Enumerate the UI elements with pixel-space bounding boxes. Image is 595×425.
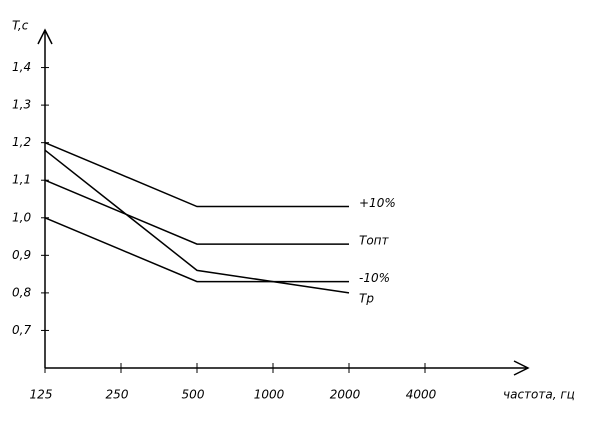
- x-axis-arrow: [513, 360, 530, 376]
- series-line: [44, 217, 349, 283]
- x-tick-label: 4000: [406, 388, 437, 402]
- y-tick-label: 1,1: [12, 173, 31, 187]
- x-tick-label: 1000: [254, 388, 285, 402]
- x-tick-label: 2000: [330, 388, 361, 402]
- y-tick-label: 1,4: [12, 60, 31, 74]
- x-tick-label: 125: [30, 388, 53, 402]
- y-axis-arrow: [37, 28, 53, 45]
- x-tick-label: 500: [182, 388, 205, 402]
- x-axis-label: частота, гц: [503, 388, 575, 402]
- series-label: -10%: [359, 271, 390, 285]
- series-line: [44, 179, 349, 245]
- y-tick-label: 1,3: [12, 98, 31, 112]
- y-tick-label: 0,8: [12, 285, 31, 299]
- series-line: [44, 141, 349, 208]
- y-axis-label: T,c: [12, 19, 29, 33]
- y-tick-label: 1,2: [12, 135, 31, 149]
- series-label: +10%: [359, 196, 396, 210]
- series-line: [44, 149, 350, 294]
- y-tick-label: 0,7: [12, 323, 31, 337]
- y-tick-label: 0,9: [12, 248, 31, 262]
- series-label: Тр: [359, 291, 374, 305]
- series-label: Топт: [359, 234, 390, 248]
- x-tick-label: 250: [106, 388, 129, 402]
- y-tick-label: 1,0: [12, 210, 31, 224]
